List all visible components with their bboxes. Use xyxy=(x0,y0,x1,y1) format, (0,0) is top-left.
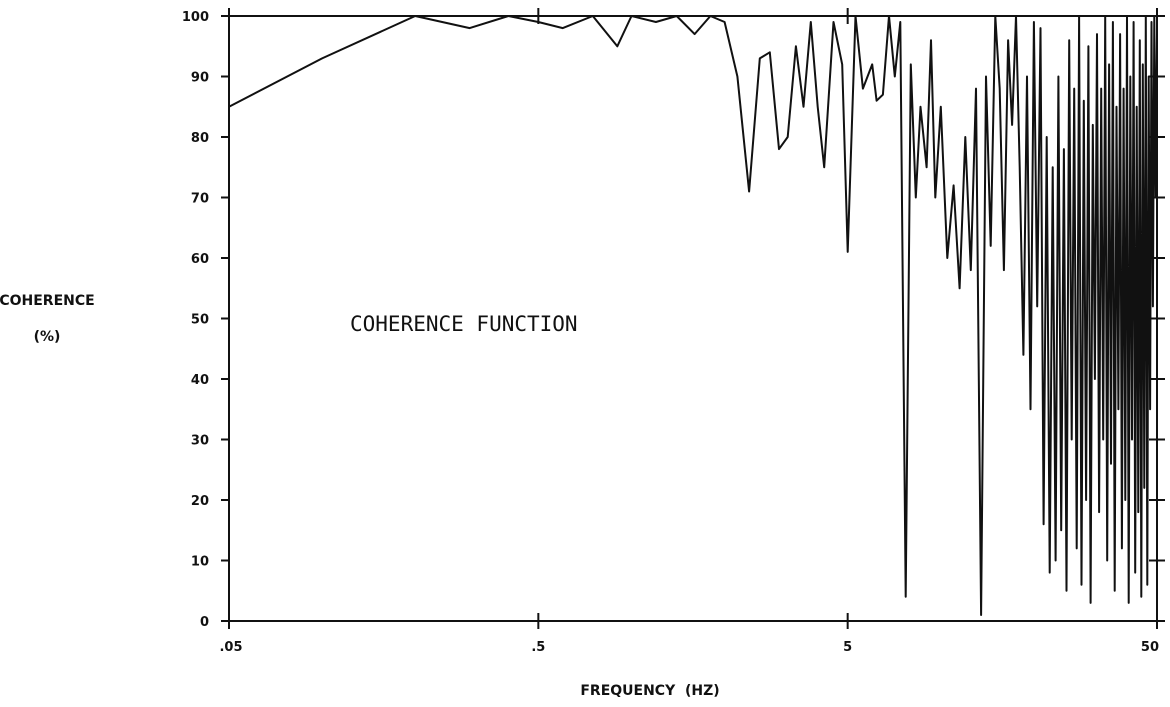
x-tick-label: 50 xyxy=(1141,640,1159,655)
y-tick-label: 20 xyxy=(191,494,209,509)
y-tick-label: 90 xyxy=(191,71,209,86)
y-axis-label-line2: (%) xyxy=(34,329,61,345)
x-axis-label: FREQUENCY (HZ) xyxy=(580,683,719,699)
coherence-series-line xyxy=(228,15,1158,616)
x-tick-label: 5 xyxy=(843,640,852,655)
x-tick-label: .05 xyxy=(219,640,242,655)
y-axis-ticks: 0 10 20 30 40 50 60 70 80 90 100 xyxy=(182,10,1165,630)
series-layer xyxy=(228,15,1158,616)
y-tick-label: 80 xyxy=(191,131,209,146)
y-axis-label-line1: COHERENCE xyxy=(0,293,95,309)
y-tick-label: 50 xyxy=(191,313,209,328)
y-tick-label: 100 xyxy=(182,10,209,25)
x-tick-label: .5 xyxy=(531,640,545,655)
y-tick-label: 60 xyxy=(191,252,209,267)
y-tick-label: 10 xyxy=(191,555,209,570)
y-tick-label: 70 xyxy=(191,192,209,207)
y-tick-label: 0 xyxy=(200,615,209,630)
y-tick-label: 30 xyxy=(191,434,209,449)
x-axis-ticks: .05 .5 5 50 xyxy=(219,8,1159,655)
y-tick-label: 40 xyxy=(191,373,209,388)
chart-annotation: COHERENCE FUNCTION xyxy=(350,312,578,336)
